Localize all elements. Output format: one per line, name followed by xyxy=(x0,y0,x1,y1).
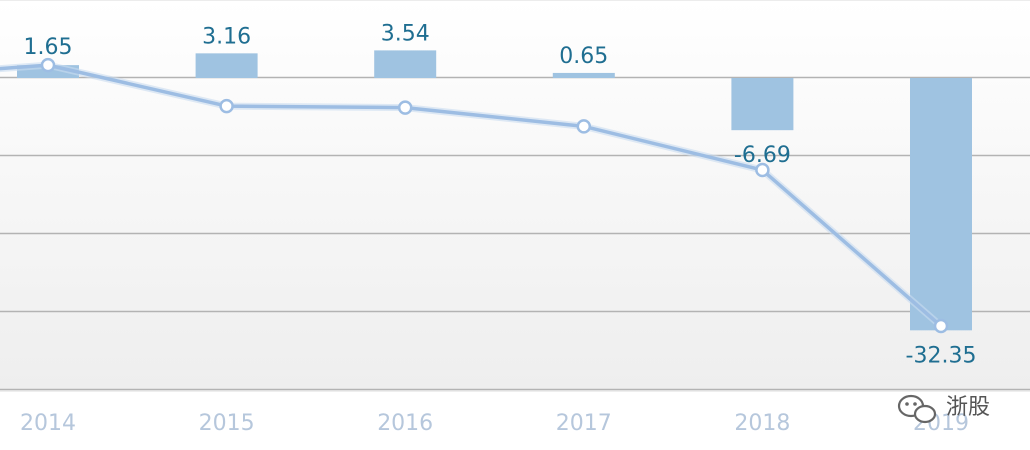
plot-background xyxy=(0,0,1030,392)
value-label-2016: 3.54 xyxy=(381,21,430,46)
value-labels: 1.65 3.16 3.54 0.65 -6.69 -32.35 xyxy=(24,21,977,368)
value-label-2017: 0.65 xyxy=(559,44,608,69)
gridlines xyxy=(0,0,1030,391)
value-label-2019: -32.35 xyxy=(906,343,977,368)
value-label-2014: 1.65 xyxy=(24,35,73,60)
point-2016 xyxy=(397,100,413,115)
point-2019 xyxy=(933,318,949,334)
x-axis-ticks: 2014 2015 2016 2017 2018 2019 xyxy=(20,411,969,436)
line-series xyxy=(0,57,949,334)
watermark: 浙股 xyxy=(897,394,990,424)
bar-2018 xyxy=(731,78,794,131)
value-label-2018: -6.69 xyxy=(734,143,791,168)
wechat-icon xyxy=(897,394,937,424)
tick-label-2015: 2015 xyxy=(199,411,255,436)
bar-2017 xyxy=(552,72,615,78)
tick-label-2017: 2017 xyxy=(556,411,612,436)
watermark-text: 浙股 xyxy=(946,395,990,420)
bar-2019 xyxy=(910,78,972,331)
point-2018 xyxy=(755,162,770,178)
tick-label-2018: 2018 xyxy=(734,411,790,436)
point-2017 xyxy=(576,119,592,134)
bar-2015 xyxy=(195,53,258,78)
point-2015 xyxy=(219,98,234,114)
bar-2016 xyxy=(374,50,437,78)
point-2014 xyxy=(40,57,56,73)
tick-label-2016: 2016 xyxy=(377,411,433,436)
tick-label-2014: 2014 xyxy=(20,411,76,436)
value-label-2015: 3.16 xyxy=(202,24,251,49)
